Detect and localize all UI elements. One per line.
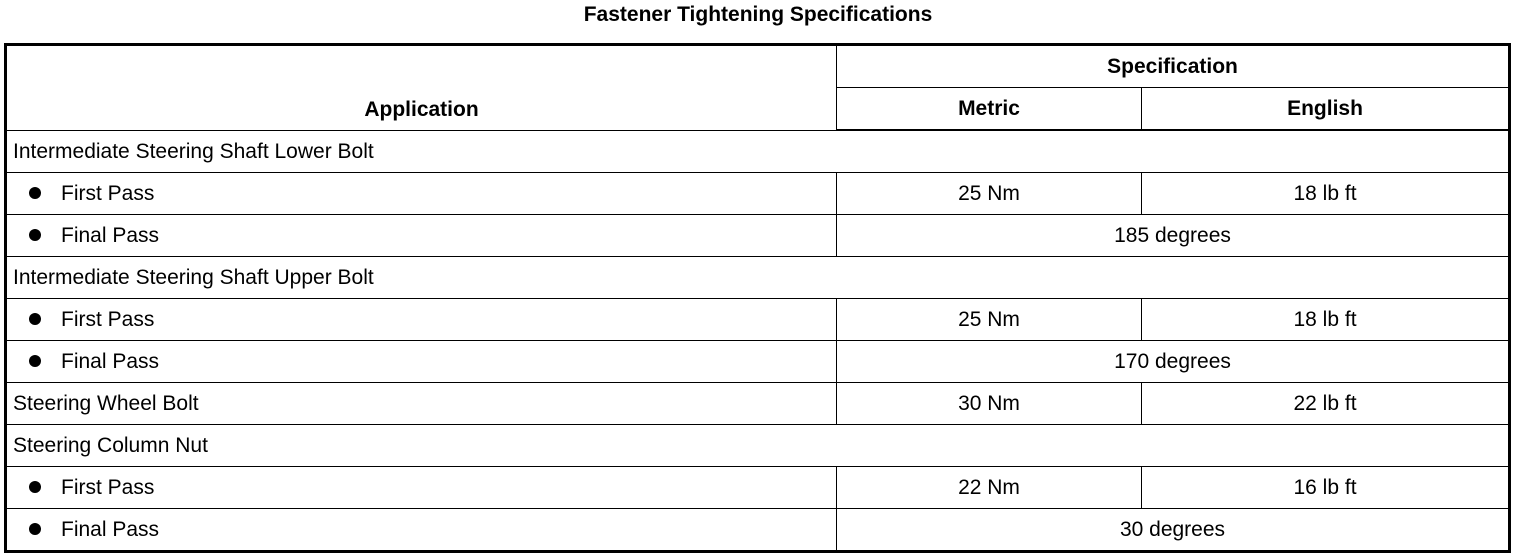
metric-cell: 22 Nm <box>836 466 1142 509</box>
subheader-row: Metric English <box>6 87 1511 131</box>
english-cell: 22 lb ft <box>1140 382 1511 425</box>
metric-cell: 25 Nm <box>836 172 1142 215</box>
application-label: Final Pass <box>61 223 160 247</box>
table-row: Final Pass 30 degrees <box>5 508 1511 552</box>
application-header: Application <box>5 44 837 131</box>
metric-cell: 25 Nm <box>836 298 1142 341</box>
application-cell: Final Pass <box>5 340 837 383</box>
application-label: Steering Wheel Bolt <box>13 391 199 415</box>
application-cell: Intermediate Steering Shaft Lower Bolt <box>4 129 1511 173</box>
application-label: First Pass <box>61 181 155 205</box>
application-label: Final Pass <box>61 349 160 373</box>
bullet-icon <box>29 522 41 535</box>
application-label: Intermediate Steering Shaft Lower Bolt <box>13 139 374 163</box>
table-row: First Pass 22 Nm 16 lb ft <box>5 466 1511 509</box>
specification-header: Specification <box>835 44 1511 88</box>
combined-spec-cell: 170 degrees <box>835 340 1511 383</box>
application-cell: First Pass <box>5 172 837 215</box>
application-label: Intermediate Steering Shaft Upper Bolt <box>13 265 374 289</box>
application-label: Final Pass <box>61 517 160 541</box>
english-cell: 18 lb ft <box>1140 172 1511 215</box>
header-row: Application Specification <box>5 44 1511 131</box>
table-row: Final Pass 170 degrees <box>5 340 1511 383</box>
application-cell: First Pass <box>5 298 837 341</box>
table-row: Steering Column Nut <box>4 424 1511 467</box>
table-row: First Pass 25 Nm 18 lb ft <box>5 172 1511 215</box>
table-row: Intermediate Steering Shaft Lower Bolt <box>4 129 1511 173</box>
bullet-icon <box>29 480 41 493</box>
application-cell: First Pass <box>5 466 837 509</box>
application-label: Steering Column Nut <box>13 433 208 457</box>
application-cell: Intermediate Steering Shaft Upper Bolt <box>4 256 1511 299</box>
english-cell: 16 lb ft <box>1140 466 1511 509</box>
combined-spec-cell: 30 degrees <box>835 508 1511 552</box>
bullet-icon <box>29 228 41 241</box>
application-cell: Final Pass <box>5 508 837 552</box>
english-cell: 18 lb ft <box>1140 298 1511 341</box>
table-row: Final Pass 185 degrees <box>5 214 1511 257</box>
application-label: First Pass <box>61 475 155 499</box>
bullet-icon <box>29 186 41 199</box>
page-title: Fastener Tightening Specifications <box>583 3 933 26</box>
table-row: Intermediate Steering Shaft Upper Bolt <box>4 256 1511 299</box>
application-cell: Steering Column Nut <box>4 424 1511 467</box>
combined-spec-cell: 185 degrees <box>835 214 1511 257</box>
english-header: English <box>1140 87 1511 131</box>
table-row: Steering Wheel Bolt 30 Nm 22 lb ft <box>5 382 1511 425</box>
bullet-icon <box>29 312 41 325</box>
metric-cell: 30 Nm <box>836 382 1142 425</box>
application-label: First Pass <box>61 307 155 331</box>
bullet-icon <box>29 354 41 367</box>
fastener-spec-table: Application Specification Metric English… <box>4 43 1512 553</box>
table-row: First Pass 25 Nm 18 lb ft <box>5 298 1511 341</box>
metric-header: Metric <box>836 87 1142 131</box>
application-cell: Steering Wheel Bolt <box>5 382 837 425</box>
application-cell: Final Pass <box>5 214 837 257</box>
